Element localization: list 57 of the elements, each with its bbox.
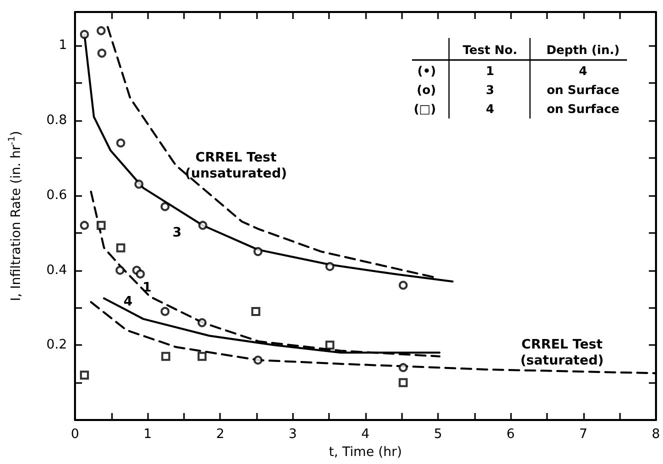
annotation: Depth (in.) — [546, 43, 620, 57]
point — [136, 270, 145, 279]
point — [96, 220, 106, 230]
x-tick-label: 1 — [143, 427, 152, 442]
point — [96, 26, 106, 36]
point — [80, 370, 89, 380]
point — [97, 48, 106, 58]
point — [253, 356, 262, 365]
point — [160, 202, 170, 212]
line-series — [90, 190, 440, 358]
point — [325, 340, 334, 350]
point — [398, 363, 408, 372]
point — [198, 352, 207, 361]
point — [398, 280, 408, 290]
annotation: (o) — [416, 83, 436, 97]
annotation: 1 — [486, 64, 494, 78]
annotation: 4 — [123, 294, 133, 310]
annotation: CRREL Test (saturated) — [520, 338, 604, 368]
x-tick-label: 6 — [506, 427, 515, 442]
x-tick-label: 5 — [434, 427, 442, 442]
annotation: 3 — [172, 226, 182, 240]
point — [160, 306, 170, 316]
annotation: (□) — [414, 102, 436, 116]
x-tick-label: 7 — [579, 427, 588, 442]
point — [251, 306, 260, 316]
y-tick-label: 1 — [58, 38, 67, 54]
point — [198, 318, 207, 328]
annotation: (•) — [417, 64, 436, 78]
x-tick-label: 3 — [288, 427, 297, 442]
point — [161, 352, 170, 361]
annotation: on Surface — [546, 83, 620, 97]
y-tick-label: 0.2 — [46, 338, 67, 353]
point — [253, 247, 262, 256]
annotation: 4 — [486, 102, 494, 116]
x-tick-label: 2 — [216, 427, 224, 442]
y-tick-label: 0.8 — [46, 113, 67, 128]
point — [80, 30, 89, 39]
x-tick-label: 8 — [652, 427, 660, 442]
point — [116, 243, 126, 252]
annotation: 3 — [486, 83, 494, 97]
annotation: CRREL Test (unsaturated) — [185, 150, 287, 182]
y-tick-label: 0.6 — [46, 188, 67, 203]
y-tick-label: 0.4 — [46, 262, 67, 278]
point — [80, 220, 89, 230]
point — [198, 220, 208, 230]
x-tick-label: 0 — [70, 427, 80, 442]
point — [134, 180, 144, 189]
point — [325, 262, 334, 272]
point — [116, 138, 126, 148]
x-axis-title: t, Time (hr) — [328, 445, 402, 460]
x-tick-label: 4 — [361, 427, 370, 442]
point — [398, 378, 408, 388]
point — [116, 266, 125, 275]
annotation: 4 — [578, 64, 588, 78]
y-axis-title: I, Infiltration Rate (in. hr-1) — [8, 130, 24, 302]
annotation: Test No. — [462, 43, 518, 57]
annotation: on Surface — [546, 102, 620, 116]
